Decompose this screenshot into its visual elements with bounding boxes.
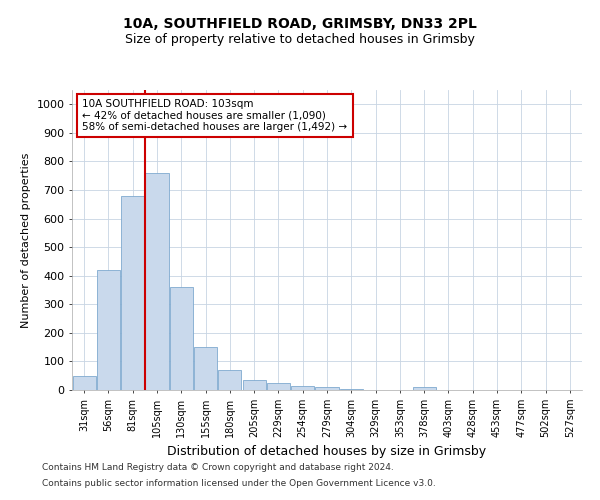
Bar: [218, 370, 241, 390]
Text: 10A, SOUTHFIELD ROAD, GRIMSBY, DN33 2PL: 10A, SOUTHFIELD ROAD, GRIMSBY, DN33 2PL: [123, 18, 477, 32]
Bar: [291, 386, 314, 390]
Bar: [340, 388, 363, 390]
Text: Contains public sector information licensed under the Open Government Licence v3: Contains public sector information licen…: [42, 478, 436, 488]
Bar: [73, 376, 95, 390]
Bar: [316, 387, 338, 390]
Text: Contains HM Land Registry data © Crown copyright and database right 2024.: Contains HM Land Registry data © Crown c…: [42, 464, 394, 472]
Bar: [121, 196, 144, 390]
Bar: [413, 387, 436, 390]
Bar: [170, 287, 193, 390]
Y-axis label: Number of detached properties: Number of detached properties: [21, 152, 31, 328]
Text: Size of property relative to detached houses in Grimsby: Size of property relative to detached ho…: [125, 32, 475, 46]
Bar: [145, 173, 169, 390]
Bar: [267, 383, 290, 390]
Bar: [194, 347, 217, 390]
Text: 10A SOUTHFIELD ROAD: 103sqm
← 42% of detached houses are smaller (1,090)
58% of : 10A SOUTHFIELD ROAD: 103sqm ← 42% of det…: [82, 99, 347, 132]
Bar: [242, 380, 266, 390]
X-axis label: Distribution of detached houses by size in Grimsby: Distribution of detached houses by size …: [167, 446, 487, 458]
Bar: [97, 270, 120, 390]
